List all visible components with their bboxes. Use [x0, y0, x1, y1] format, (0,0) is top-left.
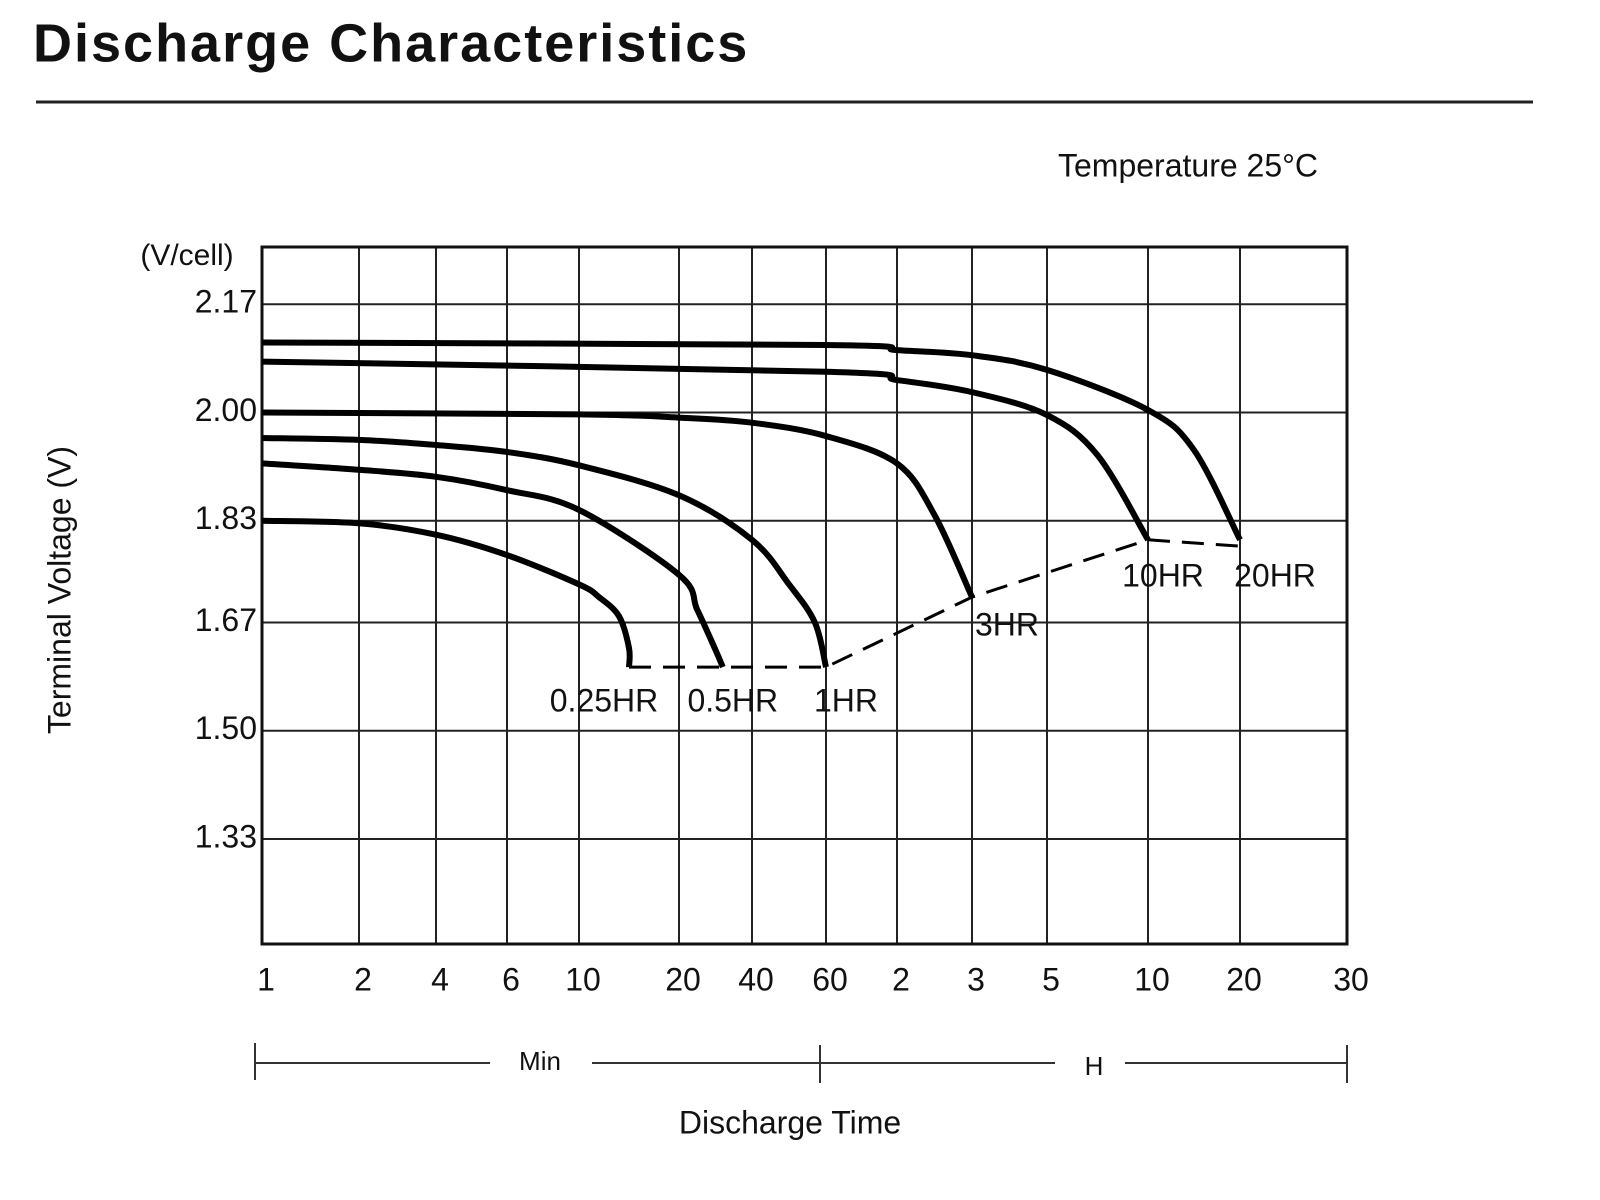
y-axis-label: Terminal Voltage (V): [41, 446, 77, 734]
x-tick-label: 20: [1226, 961, 1262, 997]
plot-frame: [260, 245, 1349, 946]
cutoff-line: [629, 538, 1241, 669]
x-tick-label: 6: [502, 961, 520, 997]
discharge-curve: [261, 339, 1243, 542]
x-tick-label: 20: [665, 961, 701, 997]
discharge-curve: [261, 517, 633, 668]
y-unit-label: (V/cell): [140, 239, 233, 272]
x-tick-label: 2: [354, 961, 372, 997]
discharge-curve: [261, 434, 829, 668]
curve-label: 0.5HR: [687, 683, 778, 719]
discharge-curve: [261, 409, 975, 599]
y-tick-label: 1.67: [195, 602, 257, 638]
x-tick-label: 10: [565, 961, 601, 997]
discharge-curve: [261, 460, 726, 669]
curve-label: 20HR: [1234, 557, 1316, 593]
y-tick-label: 2.17: [195, 284, 257, 320]
curve-label: 0.25HR: [550, 683, 659, 719]
x-axis-label: Discharge Time: [679, 1104, 901, 1140]
curve-label: 3HR: [975, 607, 1039, 643]
time-brackets: [254, 1043, 1348, 1083]
x-tick-label: 1: [257, 961, 275, 997]
min-label: Min: [519, 1046, 561, 1076]
x-tick-label: 4: [431, 961, 449, 997]
x-tick-label: 40: [738, 961, 774, 997]
hour-label: H: [1085, 1051, 1104, 1081]
curve-label: 10HR: [1122, 557, 1204, 593]
curve-label: 1HR: [814, 683, 878, 719]
discharge-curve: [261, 358, 1151, 542]
x-tick-label: 30: [1333, 961, 1369, 997]
x-tick-label: 10: [1134, 961, 1170, 997]
subtitle: Temperature 25°C: [1058, 147, 1318, 183]
x-tick-label: 2: [892, 961, 910, 997]
y-tick-label: 1.83: [195, 500, 257, 536]
y-tick-label: 2.00: [195, 392, 257, 428]
x-tick-label: 60: [812, 961, 848, 997]
x-tick-label: 3: [967, 961, 985, 997]
x-tick-label: 5: [1042, 961, 1060, 997]
chart-title: Discharge Characteristics: [33, 13, 749, 73]
y-tick-label: 1.50: [195, 710, 257, 746]
y-tick-label: 1.33: [195, 818, 257, 854]
